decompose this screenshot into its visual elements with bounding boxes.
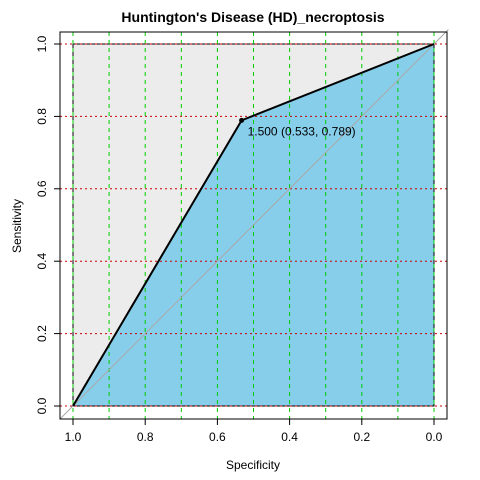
x-tick-label: 0.0: [426, 430, 443, 444]
unexplained-region: [73, 44, 434, 406]
threshold-label: 1.500 (0.533, 0.789): [248, 124, 356, 138]
diagonal-reference-line: [59, 29, 449, 420]
x-axis-label: Specificity: [226, 458, 280, 472]
y-tick-label: 0.2: [35, 325, 49, 342]
plot-frame: [59, 31, 448, 420]
y-tick-label: 0.6: [35, 180, 49, 197]
chart-title: Huntington's Disease (HD)_necroptosis: [121, 9, 384, 25]
plot-area: 1.500 (0.533, 0.789): [59, 29, 449, 420]
threshold-point: [239, 117, 245, 123]
y-axis-label: Sensitivity: [10, 199, 24, 253]
x-axis-ticks: 1.0 0.8 0.6 0.4 0.2 0.0: [65, 419, 443, 444]
y-tick-label: 0.4: [35, 253, 49, 270]
x-tick-label: 0.2: [353, 430, 370, 444]
y-tick-label: 0.8: [35, 108, 49, 125]
x-tick-label: 0.8: [137, 430, 154, 444]
y-tick-label: 1.0: [35, 35, 49, 52]
y-tick-label: 0.0: [35, 397, 49, 414]
x-tick-label: 0.4: [281, 430, 298, 444]
x-tick-label: 1.0: [65, 430, 82, 444]
x-tick-label: 0.6: [209, 430, 226, 444]
y-axis-ticks: 0.0 0.2 0.4 0.6 0.8 1.0: [35, 35, 60, 414]
